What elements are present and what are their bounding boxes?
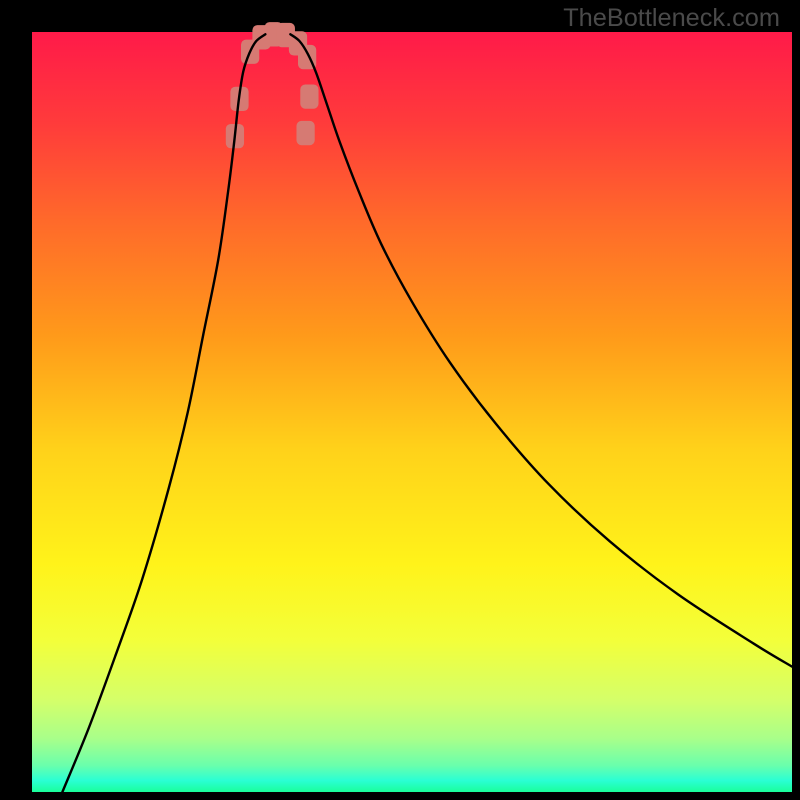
bottleneck-marker — [296, 121, 314, 145]
curve-right — [290, 34, 792, 666]
bottleneck-marker — [300, 84, 318, 108]
curves-layer — [32, 32, 792, 792]
watermark-text: TheBottleneck.com — [563, 4, 780, 33]
chart-stage: TheBottleneck.com — [0, 0, 800, 800]
plot-area — [32, 32, 792, 792]
